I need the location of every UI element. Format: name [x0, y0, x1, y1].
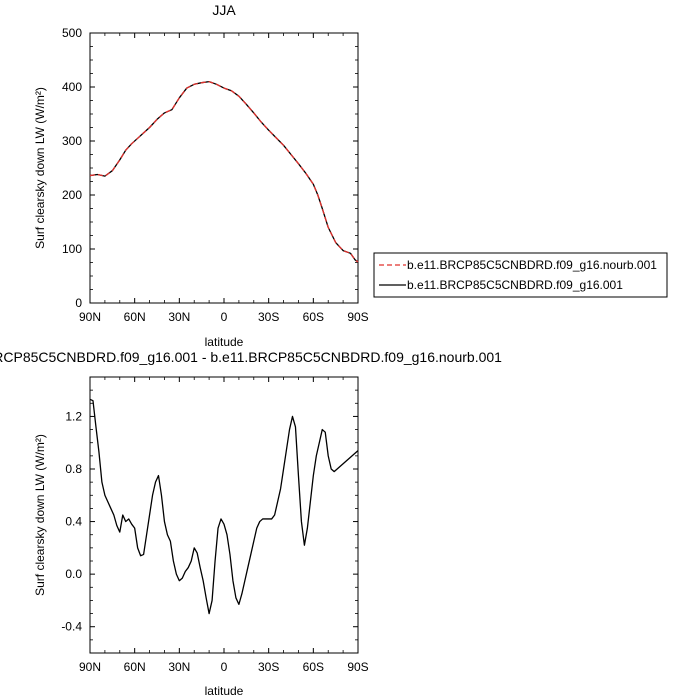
y-tick-label: 500 — [62, 26, 82, 40]
x-tick-label: 30N — [168, 310, 190, 324]
top-y-axis-label: Surf clearsky down LW (W/m²) — [33, 87, 47, 249]
x-tick-label: 30S — [258, 660, 279, 674]
y-tick-label: -0.4 — [61, 620, 82, 634]
top-x-ticks: 90N 60N 30N 0 30S 60S 90S — [79, 33, 369, 324]
top-series-lines — [89, 80, 359, 263]
x-tick-label: 60N — [124, 310, 146, 324]
legend: b.e11.BRCP85C5CNBDRD.f09_g16.nourb.001 b… — [373, 252, 668, 298]
x-tick-label: 0 — [221, 310, 228, 324]
top-y-ticks: 0 100 200 300 400 500 — [62, 26, 358, 310]
y-tick-label: 300 — [62, 134, 82, 148]
bottom-x-axis-label: latitude — [205, 684, 244, 698]
y-tick-label: 200 — [62, 188, 82, 202]
x-tick-label: 90S — [347, 310, 368, 324]
y-tick-label: 0.0 — [65, 567, 82, 581]
top-plot-frame — [89, 32, 359, 304]
x-tick-label: 0 — [221, 660, 228, 674]
top-panel: JJA 90N 60N 30N 0 30S 60S 90S 0 100 200 300 400 500… — [33, 2, 369, 349]
bottom-y-ticks: -0.4 0.0 0.4 0.8 1.2 — [61, 376, 358, 654]
x-tick-label: 90S — [347, 660, 368, 674]
x-tick-label: 30S — [258, 310, 279, 324]
y-tick-label: 0 — [75, 296, 82, 310]
top-chart-title: JJA — [212, 2, 236, 18]
x-tick-label: 90N — [79, 660, 101, 674]
series-line-base — [89, 398, 359, 615]
y-tick-label: 400 — [62, 80, 82, 94]
legend-label-base: b.e11.BRCP85C5CNBDRD.f09_g16.001 — [407, 278, 623, 292]
legend-label-nourb: b.e11.BRCP85C5CNBDRD.f09_g16.nourb.001 — [407, 258, 657, 272]
bottom-chart-title: b.e11.BRCP85C5CNBDRD.f09_g16.001 - b.e11… — [0, 349, 502, 365]
series-line-base — [89, 80, 359, 263]
series-line-nourb — [89, 80, 359, 263]
bottom-panel: b.e11.BRCP85C5CNBDRD.f09_g16.001 - b.e11… — [0, 349, 502, 698]
x-tick-label: 60N — [124, 660, 146, 674]
bottom-x-ticks: 90N 60N 30N 0 30S 60S 90S — [79, 377, 369, 674]
x-tick-label: 90N — [79, 310, 101, 324]
x-tick-label: 30N — [168, 660, 190, 674]
y-tick-label: 100 — [62, 242, 82, 256]
x-tick-label: 60S — [303, 310, 324, 324]
top-x-axis-label: latitude — [205, 335, 244, 349]
bottom-series-lines — [89, 398, 359, 615]
bottom-y-axis-label: Surf clearsky down LW (W/m²) — [33, 434, 47, 596]
y-tick-label: 0.8 — [65, 462, 82, 476]
x-tick-label: 60S — [303, 660, 324, 674]
y-tick-label: 1.2 — [65, 409, 82, 423]
y-tick-label: 0.4 — [65, 515, 82, 529]
legend-box — [373, 252, 668, 298]
bottom-plot-frame — [89, 376, 359, 654]
